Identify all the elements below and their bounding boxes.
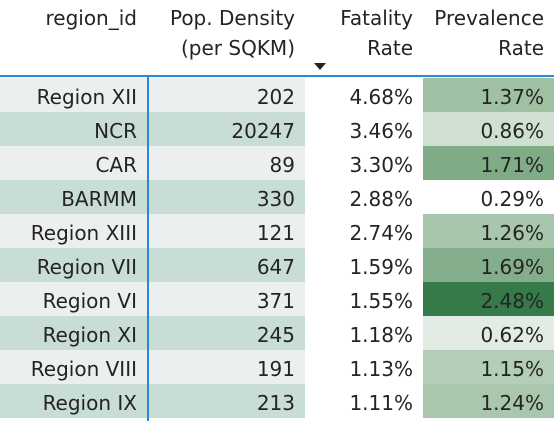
cell-prevalence-rate: 1.37% — [423, 78, 554, 112]
table-row[interactable]: NCR 20247 3.46% 0.86% — [0, 112, 554, 146]
table-header: region_id Pop. Density (per SQKM) Fatali… — [0, 0, 554, 77]
cell-fatality-rate: 1.18% — [305, 316, 423, 350]
table-row[interactable]: BARMM 330 2.88% 0.29% — [0, 180, 554, 214]
cell-region-id: Region XII — [0, 78, 147, 112]
table-row[interactable]: Region VI 371 1.55% 2.48% — [0, 282, 554, 316]
cell-fatality-rate: 1.59% — [305, 248, 423, 282]
table-row[interactable]: Region XIII 121 2.74% 1.26% — [0, 214, 554, 248]
cell-fatality-rate: 3.46% — [305, 112, 423, 146]
column-divider — [147, 77, 149, 421]
cell-pop-density: 213 — [147, 384, 305, 418]
cell-fatality-rate: 4.68% — [305, 78, 423, 112]
cell-region-id: Region XI — [0, 316, 147, 350]
cell-prevalence-rate: 1.71% — [423, 146, 554, 180]
cell-prevalence-rate: 2.48% — [423, 282, 554, 316]
cell-fatality-rate: 2.88% — [305, 180, 423, 214]
cell-pop-density: 89 — [147, 146, 305, 180]
cell-region-id: Region VIII — [0, 350, 147, 384]
cell-pop-density: 191 — [147, 350, 305, 384]
cell-pop-density: 121 — [147, 214, 305, 248]
cell-fatality-rate: 1.11% — [305, 384, 423, 418]
cell-pop-density: 245 — [147, 316, 305, 350]
table-body: Region XII 202 4.68% 1.37% NCR 20247 3.46% 0.86… — [0, 78, 554, 418]
sort-descending-icon[interactable] — [314, 63, 326, 70]
cell-pop-density: 371 — [147, 282, 305, 316]
table-row[interactable]: Region VII 647 1.59% 1.69% — [0, 248, 554, 282]
cell-fatality-rate: 1.55% — [305, 282, 423, 316]
cell-fatality-rate: 3.30% — [305, 146, 423, 180]
table-row[interactable]: CAR 89 3.30% 1.71% — [0, 146, 554, 180]
cell-pop-density: 647 — [147, 248, 305, 282]
cell-prevalence-rate: 1.69% — [423, 248, 554, 282]
table-row[interactable]: Region XII 202 4.68% 1.37% — [0, 78, 554, 112]
cell-region-id: Region IX — [0, 384, 147, 418]
cell-prevalence-rate: 1.15% — [423, 350, 554, 384]
cell-fatality-rate: 2.74% — [305, 214, 423, 248]
cell-pop-density: 202 — [147, 78, 305, 112]
column-header-region-id[interactable]: region_id — [45, 6, 137, 30]
cell-prevalence-rate: 1.24% — [423, 384, 554, 418]
cell-pop-density: 20247 — [147, 112, 305, 146]
cell-fatality-rate: 1.13% — [305, 350, 423, 384]
cell-region-id: Region VI — [0, 282, 147, 316]
cell-region-id: BARMM — [0, 180, 147, 214]
cell-region-id: CAR — [0, 146, 147, 180]
cell-region-id: NCR — [0, 112, 147, 146]
cell-prevalence-rate: 1.26% — [423, 214, 554, 248]
cell-pop-density: 330 — [147, 180, 305, 214]
cell-prevalence-rate: 0.86% — [423, 112, 554, 146]
cell-region-id: Region VII — [0, 248, 147, 282]
table-row[interactable]: Region XI 245 1.18% 0.62% — [0, 316, 554, 350]
column-header-fatality-rate[interactable]: Fatality Rate — [340, 6, 413, 60]
cell-region-id: Region XIII — [0, 214, 147, 248]
column-header-pop-density[interactable]: Pop. Density (per SQKM) — [169, 6, 295, 60]
table-row[interactable]: Region IX 213 1.11% 1.24% — [0, 384, 554, 418]
table-row[interactable]: Region VIII 191 1.13% 1.15% — [0, 350, 554, 384]
column-header-prevalence-rate[interactable]: Prevalence Rate — [434, 6, 544, 60]
cell-prevalence-rate: 0.62% — [423, 316, 554, 350]
cell-prevalence-rate: 0.29% — [423, 180, 554, 214]
